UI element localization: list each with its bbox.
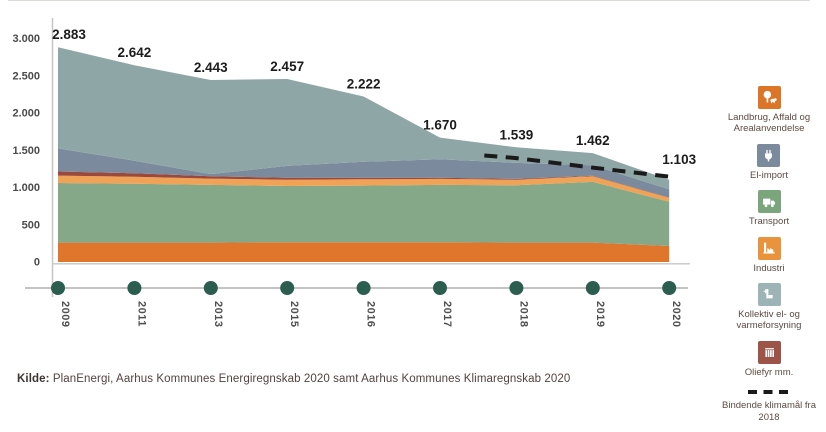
legend-item-label: Transport [748,216,790,228]
source-label: Kilde: [17,373,50,385]
timeline-dot [509,281,524,295]
y-tick-label: 2.500 [12,70,40,82]
total-label: 2.443 [194,60,228,75]
power-plant-icon [757,282,781,306]
timeline-dot [280,281,295,295]
total-label: 1.670 [423,118,457,133]
legend-item: Industri [753,236,785,274]
legend-item-label: Oliefyr mm. [744,366,794,378]
timeline-dot [585,281,600,295]
total-label: 2.457 [270,59,304,74]
climate-target-line [484,153,676,180]
area-series-0 [58,242,670,262]
area-series-2 [58,175,670,202]
total-label: 1.103 [662,152,696,167]
x-tick-label: 2013 [212,301,224,327]
source-citation: Kilde: PlanEnergi, Aarhus Kommunes Energ… [17,373,570,385]
legend-item-label: Bindende klimamål fra 2018 [722,400,816,423]
plug-icon [757,143,781,167]
timeline-dot [127,281,142,295]
timeline-dot [662,281,677,295]
total-label: 1.539 [500,127,534,142]
legend-item-label: Landbrug, Affald og Arealanvendelse [727,112,811,135]
total-label: 1.462 [576,133,610,148]
timeline-dot [203,281,218,295]
legend-item: Landbrug, Affald og Arealanvendelse [714,86,824,135]
timeline-dot [356,281,371,295]
x-tick-label: 2020 [670,301,682,327]
source-text: PlanEnergi, Aarhus Kommunes Energiregnsk… [49,373,571,385]
total-label: 2.642 [118,45,152,60]
x-tick-label: 2017 [441,301,453,327]
tree-livestock-icon [757,86,781,109]
total-label: 2.222 [347,76,381,91]
radiator-icon [757,340,781,364]
truck-icon [757,190,781,214]
factory-icon [757,236,781,260]
area-series-1 [58,181,670,246]
figure-top-border [8,0,810,1]
y-tick-label: 500 [22,219,40,231]
area-series-5 [58,47,670,190]
y-tick-label: 1.000 [12,182,40,194]
y-tick-label: 0 [34,257,40,269]
x-tick-label: 2009 [59,301,71,327]
y-tick-label: 2.000 [12,108,40,120]
x-tick-label: 2015 [288,301,300,327]
x-tick-label: 2019 [594,301,606,327]
area-series-3 [58,171,670,198]
legend-item-label: Industri [753,262,785,274]
x-tick-label: 2018 [517,301,529,327]
legend-item: Kollektiv el- og varmeforsyning [714,282,824,332]
legend-item-label: El-import [749,169,788,181]
legend-item: Transport [749,190,789,227]
legend-item: El-import [749,143,788,181]
chart-legend: Landbrug, Affald og Arealanvendelse El-im… [714,86,824,432]
legend-item-label: Kollektiv el- og varmeforsyning [736,308,802,332]
area-series-4 [58,148,670,198]
timeline-dot [433,281,447,295]
x-tick-label: 2016 [365,301,377,327]
timeline-dot [51,281,65,295]
x-tick-label: 2011 [135,301,147,327]
total-label: 2.883 [52,27,86,42]
y-tick-label: 3.000 [12,33,40,45]
legend-item: Oliefyr mm. [744,340,794,378]
legend-item: Bindende klimamål fra 2018 [714,387,824,423]
y-tick-label: 1.500 [12,145,40,157]
stacked-area-chart: 3.000 2.500 2.000 1.500 1.000 500 0 2009 2011 201… [12,18,697,327]
dashed-line-icon [747,387,791,397]
chart-svg: 3.000 2.500 2.000 1.500 1.000 500 0 2009 2011 201… [12,18,697,327]
